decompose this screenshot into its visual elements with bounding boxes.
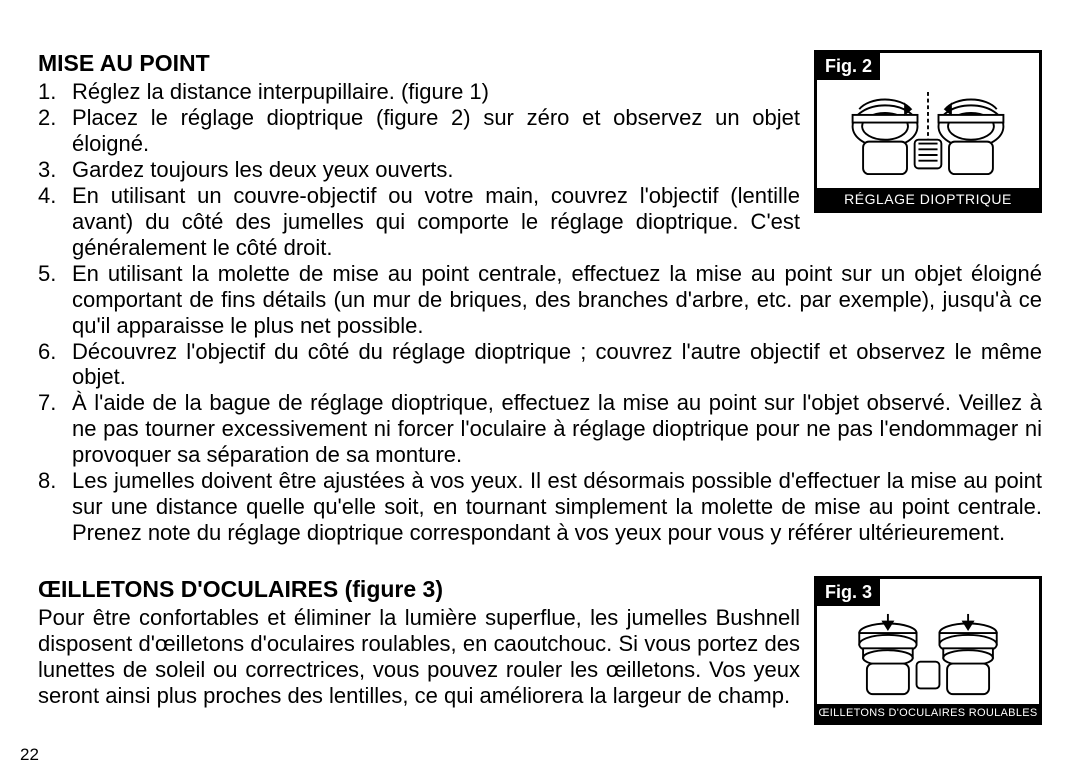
step-item: Découvrez l'objectif du côté du réglage …: [38, 339, 1042, 391]
step-item: En utilisant la molette de mise au point…: [38, 261, 1042, 339]
figure-3-illustration: [817, 606, 1039, 704]
figure-3-box: Fig. 3: [814, 576, 1042, 725]
figure-3-label: Fig. 3: [817, 579, 880, 606]
step-item: Les jumelles doivent être ajustées à vos…: [38, 468, 1042, 546]
step-item: En utilisant un couvre-objectif ou votre…: [38, 183, 1042, 261]
step-item: À l'aide de la bague de réglage dioptriq…: [38, 390, 1042, 468]
step-item: Placez le réglage dioptrique (figure 2) …: [38, 105, 1042, 157]
step-item: Gardez toujours les deux yeux ouverts.: [38, 157, 1042, 183]
step-item: Réglez la distance interpupillaire. (fig…: [38, 79, 1042, 105]
page-number: 22: [20, 745, 39, 765]
figure-2-label: Fig. 2: [817, 53, 880, 80]
steps-list: Réglez la distance interpupillaire. (fig…: [38, 79, 1042, 546]
figure-3-caption: ŒILLETONS D'OCULAIRES ROULABLES: [817, 704, 1039, 722]
